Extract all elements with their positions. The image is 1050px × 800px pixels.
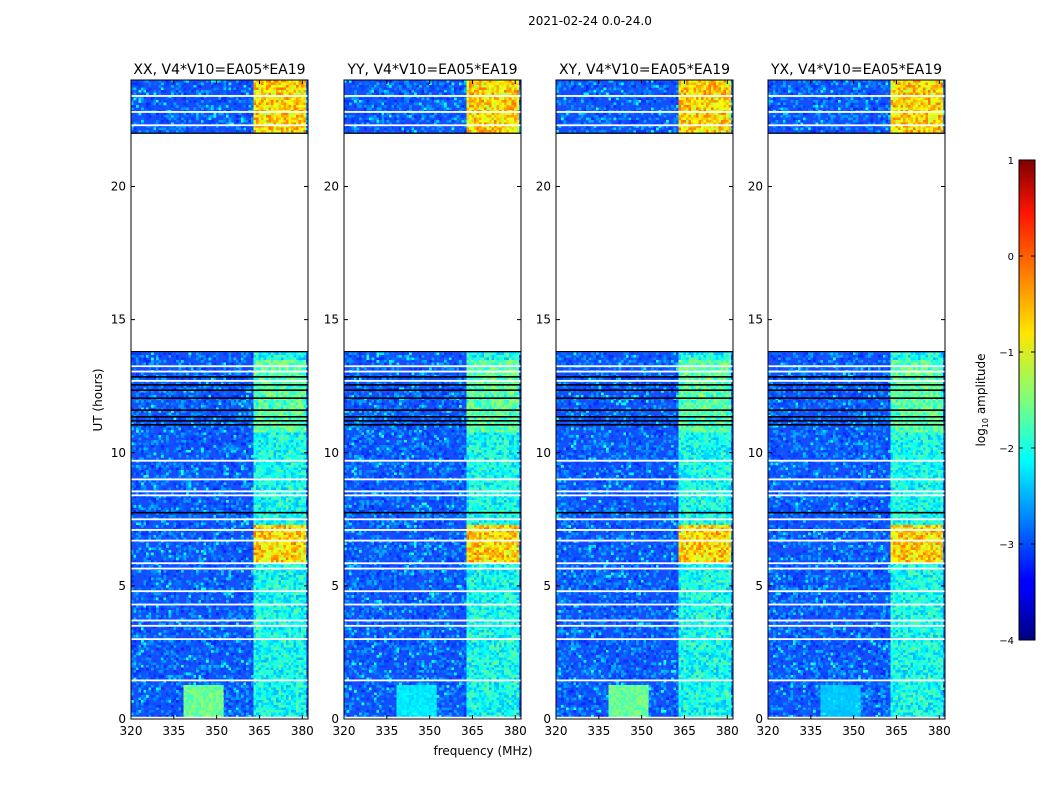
y-tick-label: 15 — [324, 313, 339, 327]
x-tick-label: 320 — [333, 724, 356, 738]
x-tick-label: 365 — [673, 724, 696, 738]
panel-frame — [343, 79, 522, 720]
x-tick-label: 335 — [162, 724, 185, 738]
y-tick-label: 10 — [324, 446, 339, 460]
y-tick-label: 10 — [536, 446, 551, 460]
colorbar-tick-label: 0 — [1008, 252, 1014, 263]
x-tick-label: 350 — [630, 724, 653, 738]
x-tick-label: 350 — [842, 724, 865, 738]
x-tick-label: 350 — [418, 724, 441, 738]
y-tick-label: 20 — [111, 180, 126, 194]
panel-frame — [767, 79, 946, 720]
colorbar-tick-label: −2 — [999, 444, 1014, 455]
panel-title: YY, V4*V10=EA05*EA19 — [346, 62, 517, 78]
y-tick-label: 20 — [748, 180, 763, 194]
panel-frame — [555, 79, 734, 720]
y-tick-label: 0 — [118, 712, 126, 726]
colorbar: −4 −3 −2 −1 0 1 — [999, 156, 1036, 647]
colorbar-tick-label: 1 — [1008, 156, 1014, 167]
panel-title: YX, V4*V10=EA05*EA19 — [770, 62, 942, 78]
colorbar-label: log10 amplitude — [974, 354, 990, 447]
panel-frame — [130, 79, 309, 720]
x-tick-label: 365 — [461, 724, 484, 738]
y-tick-label: 15 — [536, 313, 551, 327]
panel-4: YX, V4*V10=EA05*EA19 320 335 350 365 380 0 5 10 1… — [748, 62, 951, 738]
figure-suptitle: 2021-02-24 0.0-24.0 — [0, 14, 1050, 28]
panel-title: XX, V4*V10=EA05*EA19 — [133, 62, 305, 78]
y-tick-label: 5 — [331, 579, 339, 593]
x-tick-label: 365 — [885, 724, 908, 738]
colorbar-scale — [1018, 159, 1036, 641]
x-tick-label: 380 — [504, 724, 527, 738]
x-tick-label: 350 — [205, 724, 228, 738]
y-tick-label: 5 — [755, 579, 763, 593]
panel-heatmap-3 — [556, 80, 733, 719]
panel-2: YY, V4*V10=EA05*EA19 320 335 350 365 380 0 5 10 1… — [324, 62, 527, 738]
y-tick-label: 15 — [111, 313, 126, 327]
x-axis-label: frequency (MHz) — [433, 744, 532, 758]
y-axis-label: UT (hours) — [91, 368, 105, 431]
y-tick-label: 5 — [118, 579, 126, 593]
panel-3: XY, V4*V10=EA05*EA19 320 335 350 365 380 0 5 10 1… — [536, 62, 739, 738]
colorbar-tick-label: −3 — [999, 540, 1014, 551]
x-tick-label: 320 — [545, 724, 568, 738]
y-tick-label: 0 — [543, 712, 551, 726]
panel-title: XY, V4*V10=EA05*EA19 — [559, 62, 730, 78]
colorbar-tick-label: −1 — [999, 348, 1014, 359]
y-tick-label: 20 — [324, 180, 339, 194]
y-tick-label: 5 — [543, 579, 551, 593]
x-tick-label: 320 — [757, 724, 780, 738]
panel-heatmap-4 — [768, 80, 945, 719]
y-tick-label: 10 — [748, 446, 763, 460]
x-tick-label: 335 — [799, 724, 822, 738]
y-tick-label: 0 — [755, 712, 763, 726]
x-tick-label: 380 — [291, 724, 314, 738]
x-tick-label: 380 — [716, 724, 739, 738]
x-tick-label: 335 — [587, 724, 610, 738]
y-tick-label: 20 — [536, 180, 551, 194]
x-tick-label: 335 — [375, 724, 398, 738]
panel-1: XX, V4*V10=EA05*EA19 320 335 350 365 380 0 5 10 1… — [111, 62, 314, 738]
x-tick-label: 380 — [928, 724, 951, 738]
panel-heatmap-2 — [344, 80, 521, 719]
y-tick-label: 0 — [331, 712, 339, 726]
panel-heatmap-1 — [131, 80, 308, 719]
y-tick-label: 15 — [748, 313, 763, 327]
colorbar-tick-label: −4 — [999, 636, 1014, 647]
x-tick-label: 320 — [120, 724, 143, 738]
y-tick-label: 10 — [111, 446, 126, 460]
x-tick-label: 365 — [248, 724, 271, 738]
